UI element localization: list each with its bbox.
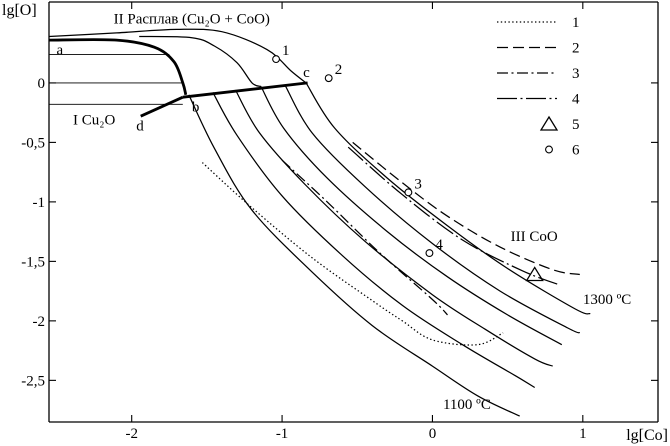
y-tick-label: -1,5 bbox=[21, 254, 45, 270]
legend-3-label: 3 bbox=[572, 66, 580, 82]
point-label-a: a bbox=[57, 42, 64, 58]
isotherm-label-2: 1100 ºC bbox=[443, 397, 491, 413]
isotherm-curve-5 bbox=[284, 84, 581, 334]
isotherm-curve-6 bbox=[305, 82, 591, 315]
x-tick-label: -1 bbox=[276, 426, 289, 442]
isotherm-curve-2 bbox=[212, 92, 536, 389]
y-tick-label: -1 bbox=[33, 195, 46, 211]
point-label-c: c bbox=[303, 65, 310, 81]
legend-1-label: 1 bbox=[572, 15, 580, 31]
legend-6-label: 6 bbox=[572, 143, 580, 159]
circle-point-2 bbox=[324, 74, 333, 83]
phase-boundary-d-b bbox=[140, 95, 184, 118]
phase-boundary-b-c bbox=[182, 81, 308, 99]
x-axis-title: lg[Co] bbox=[626, 427, 668, 444]
point-label-d: d bbox=[136, 118, 144, 134]
legend-5-swatch bbox=[539, 115, 559, 131]
isotherm-curve-1 bbox=[188, 94, 520, 417]
model-line-1 bbox=[201, 162, 504, 346]
y-tick-label: -2 bbox=[33, 314, 46, 330]
phase-boundary-cu2o bbox=[49, 38, 188, 96]
legend-5-label: 5 bbox=[572, 117, 580, 133]
point-number-3: 3 bbox=[414, 176, 422, 192]
legend-2-label: 2 bbox=[572, 41, 580, 57]
y-tick-label: -0,5 bbox=[21, 135, 45, 151]
isotherm-label-1: 1300 ºC bbox=[583, 292, 631, 308]
point-number-4: 4 bbox=[435, 237, 443, 253]
model-line-2 bbox=[352, 141, 580, 276]
region-label-1: II Расплав (Cu₂O + CoO) bbox=[114, 11, 270, 27]
y-axis-title: lg[O] bbox=[2, 2, 37, 19]
point-label-b: b bbox=[192, 99, 200, 115]
isotherm-curve-8 bbox=[139, 35, 262, 88]
model-line-3 bbox=[281, 159, 448, 316]
x-tick-label: -2 bbox=[125, 426, 138, 442]
region-label-3: III CoO bbox=[511, 229, 558, 245]
triangle-point-1 bbox=[525, 266, 544, 282]
model-line-4 bbox=[347, 146, 561, 286]
isotherm-curve-4 bbox=[260, 86, 563, 346]
isotherm-curve-7 bbox=[49, 28, 307, 84]
x-tick-label: 1 bbox=[579, 426, 587, 442]
circle-point-4 bbox=[425, 249, 434, 257]
point-number-1: 1 bbox=[282, 43, 290, 59]
legend-4-label: 4 bbox=[572, 92, 580, 108]
point-number-2: 2 bbox=[335, 62, 343, 78]
isotherm-curve-3 bbox=[234, 89, 553, 367]
x-tick-label: 0 bbox=[429, 426, 437, 442]
circle-point-1 bbox=[272, 55, 281, 64]
region-label-2: I Cu₂O bbox=[73, 113, 115, 129]
circle-point-3 bbox=[404, 188, 413, 197]
legend-6-swatch bbox=[545, 145, 553, 154]
y-tick-label: 0 bbox=[38, 76, 46, 92]
y-tick-label: -2,5 bbox=[21, 373, 45, 389]
